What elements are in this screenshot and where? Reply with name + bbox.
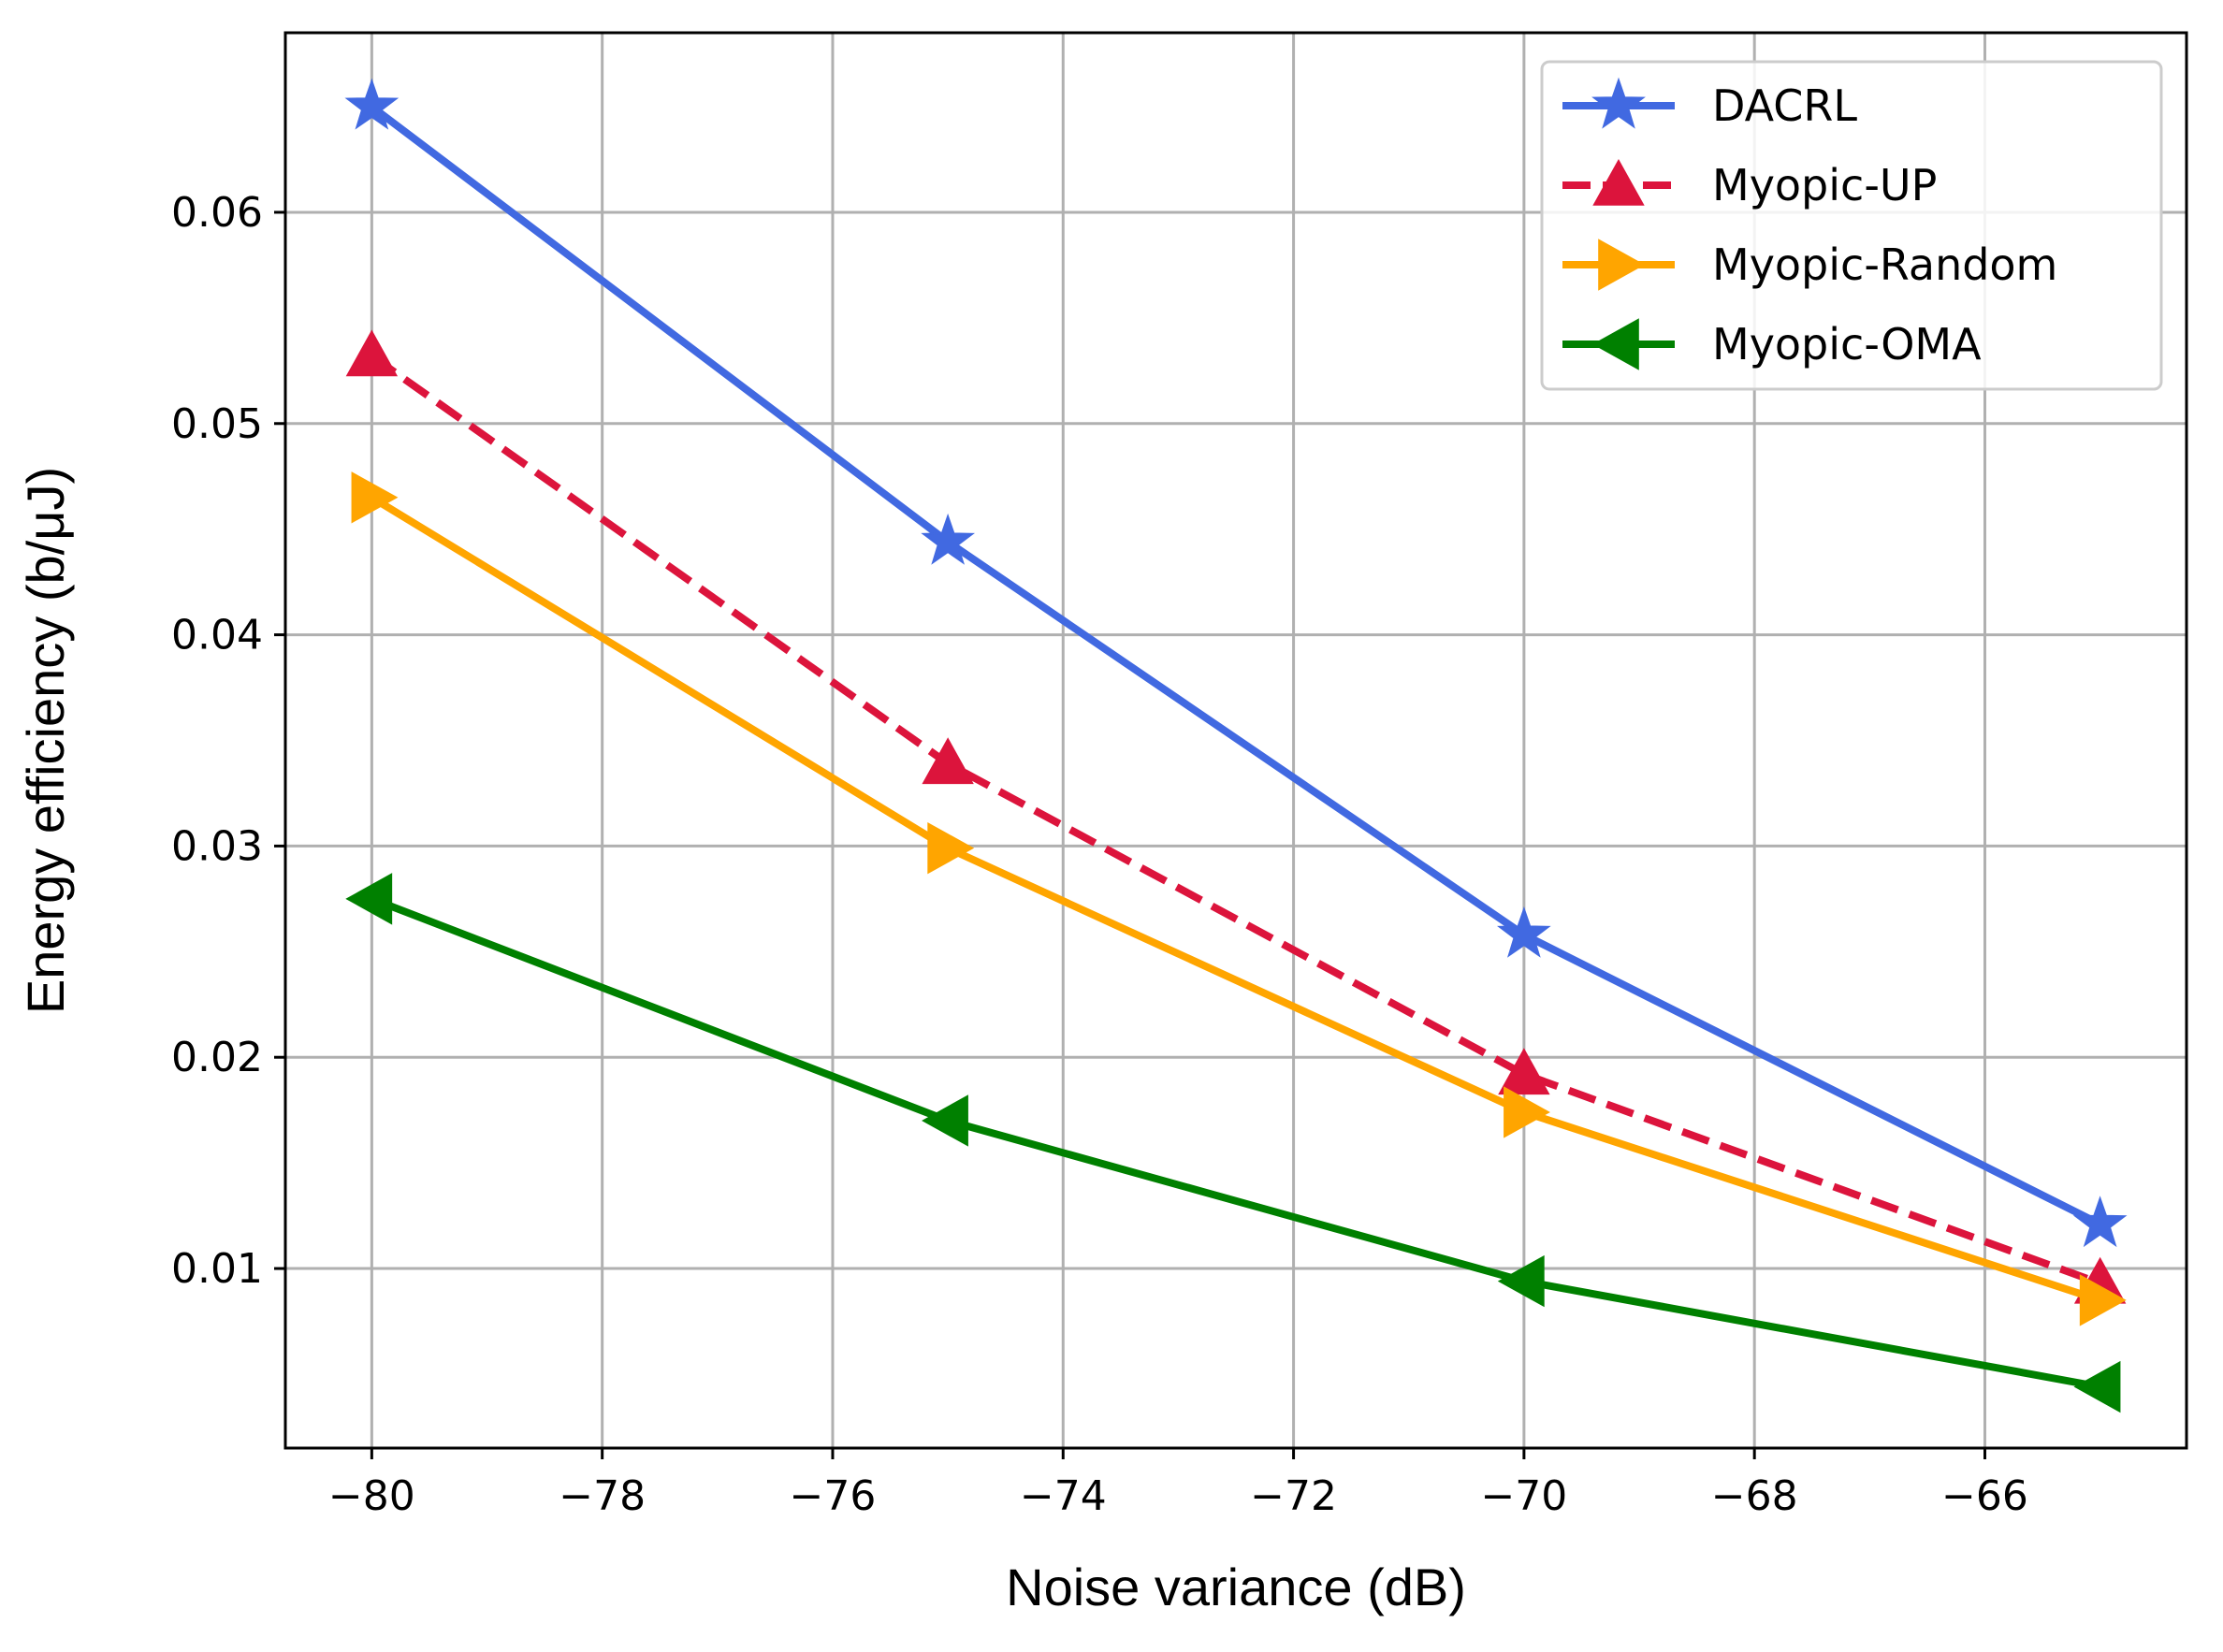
series-layer <box>344 78 2128 1413</box>
x-tick-label: −68 <box>1711 1472 1798 1520</box>
series-line-myopic-oma <box>370 895 2101 1391</box>
legend-item-myopic-up: Myopic-UP <box>1562 158 1937 210</box>
data-point-myopic-up <box>345 329 399 377</box>
legend-marker <box>1591 77 1646 129</box>
x-tick-label: −74 <box>1020 1472 1107 1520</box>
x-tick-label: −66 <box>1941 1472 2028 1520</box>
data-point-dacrl <box>921 513 976 565</box>
legend-label: Myopic-OMA <box>1712 319 1982 370</box>
y-tick-label: 0.03 <box>171 822 263 870</box>
y-tick-label: 0.06 <box>171 189 263 237</box>
x-tick-label: −78 <box>559 1472 646 1520</box>
data-point-myopic-oma <box>345 873 393 925</box>
x-axis-label: Noise variance (dB) <box>1006 1558 1466 1616</box>
data-point-myopic-random <box>1504 1086 1550 1138</box>
plot-frame <box>283 31 2188 1450</box>
data-point-myopic-random <box>927 821 975 875</box>
data-point-myopic-oma <box>1497 1254 1545 1308</box>
series-line-myopic-random <box>370 494 2101 1304</box>
x-tick-label: −72 <box>1250 1472 1337 1520</box>
data-point-myopic-oma <box>2073 1360 2121 1413</box>
data-point-dacrl <box>1496 906 1551 958</box>
series-myopic-random <box>351 471 2127 1326</box>
data-point-dacrl <box>2072 1196 2128 1248</box>
data-point-myopic-random <box>2079 1274 2127 1326</box>
legend-box <box>1540 60 2163 391</box>
data-point-myopic-up <box>1498 1048 1550 1095</box>
legend-marker <box>1592 158 1645 206</box>
legend-marker <box>1598 239 1646 291</box>
y-tick-label: 0.01 <box>171 1245 263 1293</box>
series-line-dacrl <box>369 103 2102 1228</box>
data-point-myopic-random <box>351 471 399 524</box>
axis-ticks: −80 −78 −76 −74 −72 −70 −68 −66 0.01 0.02 0.03 0.04… <box>171 189 2028 1520</box>
legend-item-myopic-random: Myopic-Random <box>1562 239 2057 291</box>
y-tick-label: 0.04 <box>171 612 263 659</box>
x-tick-label: −70 <box>1480 1472 1567 1520</box>
legend-label: DACRL <box>1712 80 1857 131</box>
series-dacrl <box>344 78 2128 1248</box>
y-tick-label: 0.05 <box>171 400 263 448</box>
x-tick-label: −76 <box>790 1472 877 1520</box>
legend-item-myopic-oma: Myopic-OMA <box>1562 318 1982 370</box>
data-point-myopic-oma <box>922 1094 968 1147</box>
legend-marker <box>1591 318 1639 370</box>
y-tick-label: 0.02 <box>171 1034 263 1081</box>
x-tick-label: −80 <box>328 1472 415 1520</box>
data-point-myopic-up <box>922 737 974 785</box>
y-axis-label: Energy efficiency (b/μJ) <box>16 467 75 1014</box>
legend-label: Myopic-Random <box>1712 239 2057 290</box>
legend: DACRL Myopic-UP Myopic-Random Myopic-OMA <box>1540 60 2163 391</box>
series-line-myopic-up <box>370 353 2101 1287</box>
series-myopic-oma <box>345 873 2121 1413</box>
legend-label: Myopic-UP <box>1712 160 1937 210</box>
legend-item-dacrl: DACRL <box>1562 77 1857 131</box>
data-point-dacrl <box>344 78 400 130</box>
